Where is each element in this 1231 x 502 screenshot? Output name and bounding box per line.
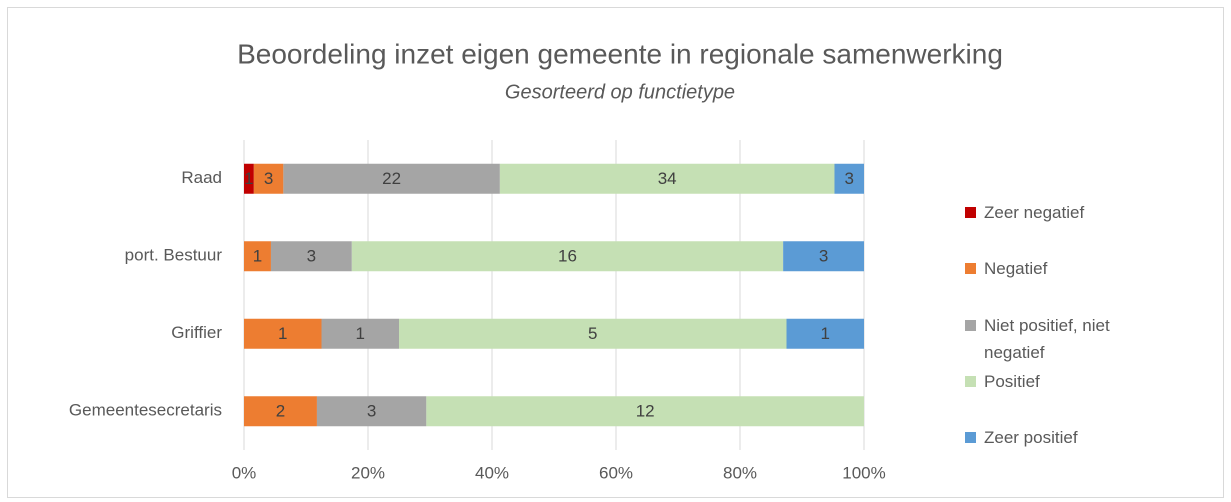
y-tick-label: Griffier <box>171 323 222 342</box>
data-label: 1 <box>253 247 262 266</box>
chart-subtitle: Gesorteerd op functietype <box>505 81 735 103</box>
y-tick-label: Gemeentesecretaris <box>69 401 222 420</box>
x-tick-label: 60% <box>599 463 633 482</box>
data-label: 2 <box>276 402 285 421</box>
y-tick-label: Raad <box>181 168 222 187</box>
legend-swatch <box>965 320 976 331</box>
data-label: 3 <box>367 402 376 421</box>
x-tick-label: 20% <box>351 463 385 482</box>
y-tick-label: port. Bestuur <box>125 246 223 265</box>
bar-segment <box>399 318 787 349</box>
x-tick-label: 80% <box>723 463 757 482</box>
legend-label: Zeer negatief <box>984 203 1085 222</box>
x-tick-label: 40% <box>475 463 509 482</box>
legend-item: Negatief <box>965 255 1174 282</box>
legend-item: Niet positief, niet negatief <box>965 312 1174 366</box>
legend-item: Positief <box>965 368 1174 395</box>
legend-swatch <box>965 207 976 218</box>
legend-swatch <box>965 432 976 443</box>
data-label: 1 <box>821 324 830 343</box>
chart-title: Beoordeling inzet eigen gemeente in regi… <box>237 38 1003 69</box>
bar-segment <box>351 241 784 272</box>
data-label: 22 <box>382 169 401 188</box>
legend-swatch <box>965 263 976 274</box>
bar-segment <box>244 318 322 349</box>
legend-item: Zeer negatief <box>965 199 1174 226</box>
legend-label: Zeer positief <box>984 428 1078 447</box>
bar-segment <box>834 163 864 194</box>
bar-segment <box>244 241 271 272</box>
bar-segment <box>783 241 864 272</box>
data-label: 34 <box>658 169 677 188</box>
bar-segment <box>499 163 835 194</box>
data-label: 5 <box>588 324 597 343</box>
data-label: 1 <box>244 169 253 188</box>
bar-segment <box>786 318 864 349</box>
data-label: 3 <box>819 247 828 266</box>
bar-segment <box>321 318 399 349</box>
legend-label: Positief <box>984 372 1040 391</box>
legend-label: Niet positief, niet negatief <box>984 316 1110 362</box>
data-label: 1 <box>356 324 365 343</box>
data-label: 3 <box>307 247 316 266</box>
bar-segment <box>426 396 864 427</box>
data-label: 1 <box>278 324 287 343</box>
bar-segment <box>244 396 317 427</box>
data-label: 3 <box>845 169 854 188</box>
bar-segment <box>253 163 284 194</box>
x-tick-label: 100% <box>842 463 885 482</box>
bar-segment <box>316 396 427 427</box>
legend-label: Negatief <box>984 259 1048 278</box>
data-label: 3 <box>264 169 273 188</box>
bar-segment <box>283 163 500 194</box>
data-label: 12 <box>636 402 655 421</box>
bar-segment <box>244 163 254 194</box>
bar-segment <box>270 241 352 272</box>
legend-item: Zeer positief <box>965 424 1174 451</box>
x-tick-label: 0% <box>232 463 257 482</box>
data-label: 16 <box>558 247 577 266</box>
legend-swatch <box>965 376 976 387</box>
